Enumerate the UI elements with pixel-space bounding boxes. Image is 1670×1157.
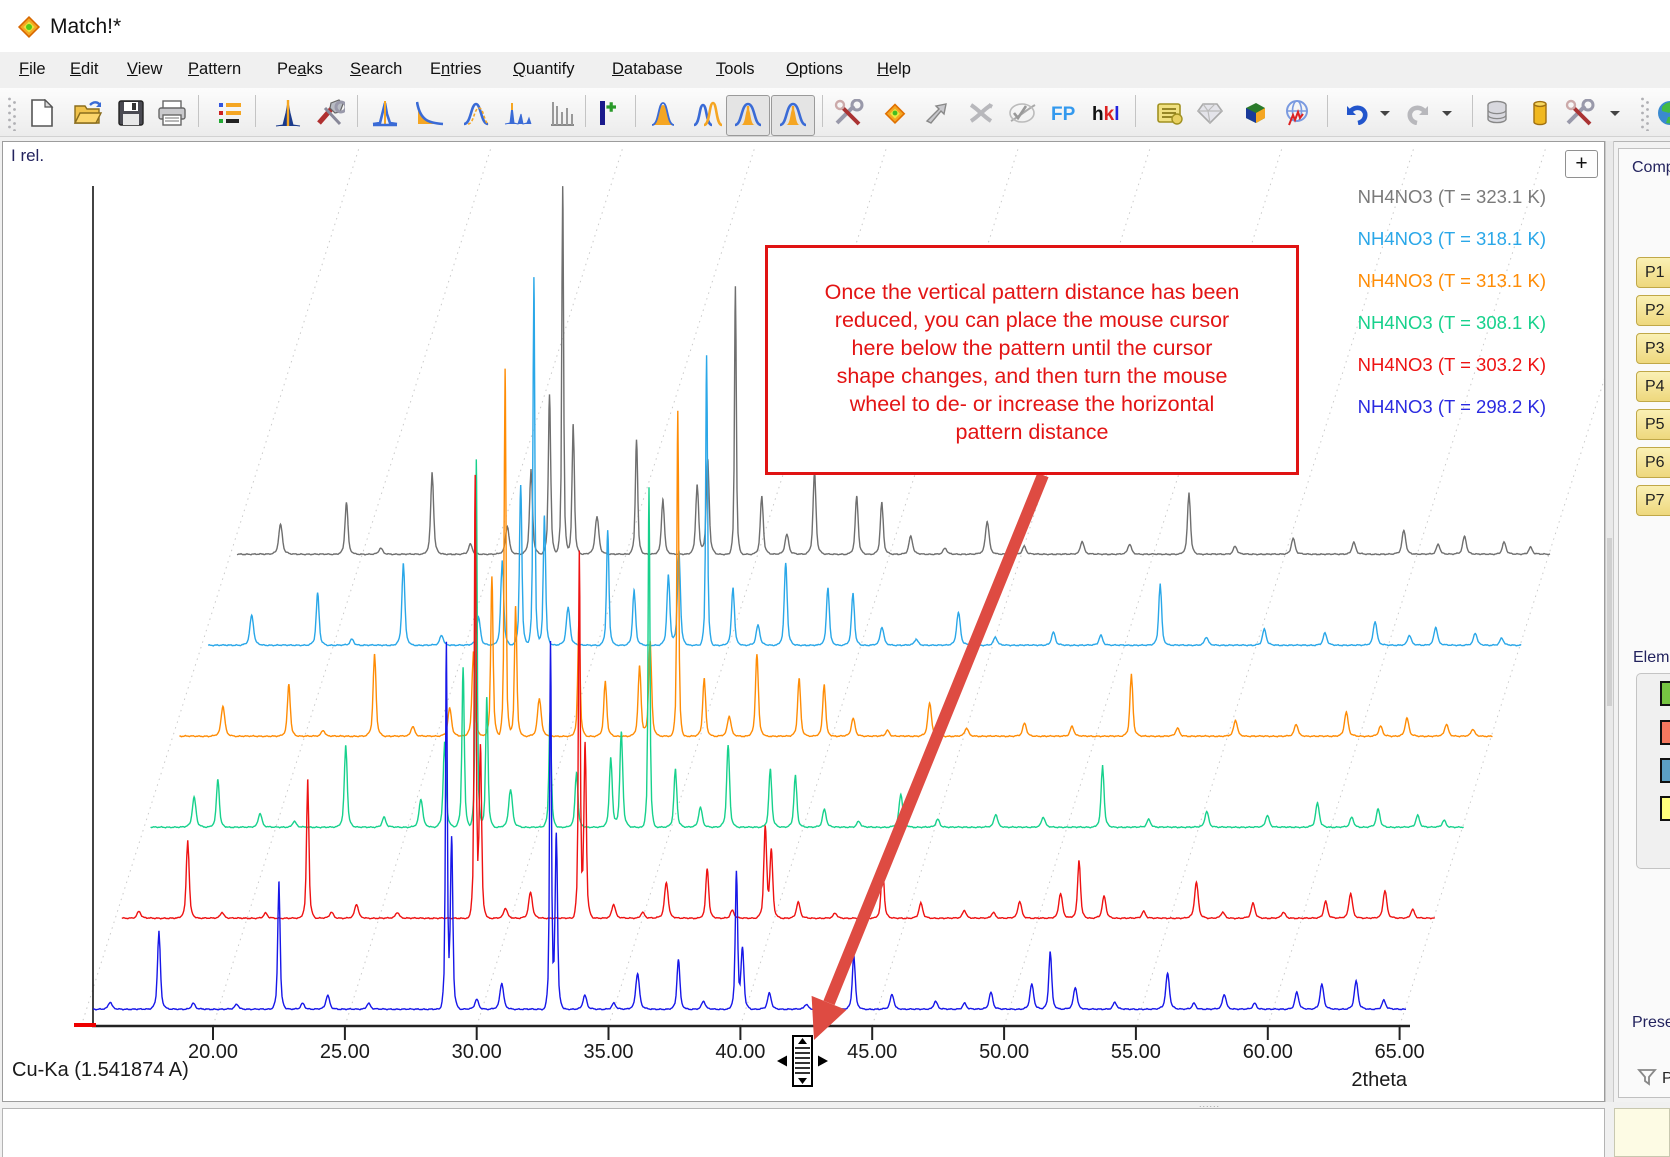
svg-text:NH4NO3 (T = 323.1 K): NH4NO3 (T = 323.1 K) — [1358, 186, 1546, 207]
svg-text:Cu-Ka (1.541874 A): Cu-Ka (1.541874 A) — [12, 1059, 189, 1081]
svg-text:2theta: 2theta — [1351, 1069, 1407, 1091]
svg-text:NH4NO3 (T = 318.1 K): NH4NO3 (T = 318.1 K) — [1358, 228, 1546, 249]
svg-text:60.00: 60.00 — [1243, 1041, 1293, 1063]
svg-text:65.00: 65.00 — [1375, 1041, 1425, 1063]
svg-text:20.00: 20.00 — [188, 1041, 238, 1063]
svg-text:50.00: 50.00 — [979, 1041, 1029, 1063]
svg-text:45.00: 45.00 — [847, 1041, 897, 1063]
svg-text:55.00: 55.00 — [1111, 1041, 1161, 1063]
svg-text:40.00: 40.00 — [715, 1041, 765, 1063]
svg-text:FP: FP — [1051, 104, 1076, 124]
svg-text:30.00: 30.00 — [452, 1041, 502, 1063]
svg-text:35.00: 35.00 — [583, 1041, 633, 1063]
svg-text:NH4NO3 (T = 313.1 K): NH4NO3 (T = 313.1 K) — [1358, 270, 1546, 291]
svg-text:25.00: 25.00 — [320, 1041, 370, 1063]
svg-text:NH4NO3 (T = 308.1 K): NH4NO3 (T = 308.1 K) — [1358, 312, 1546, 333]
svg-text:NH4NO3 (T = 303.2 K): NH4NO3 (T = 303.2 K) — [1358, 354, 1546, 375]
svg-text:NH4NO3 (T = 298.2 K): NH4NO3 (T = 298.2 K) — [1358, 396, 1546, 417]
svg-text:hkl: hkl — [1092, 104, 1119, 124]
